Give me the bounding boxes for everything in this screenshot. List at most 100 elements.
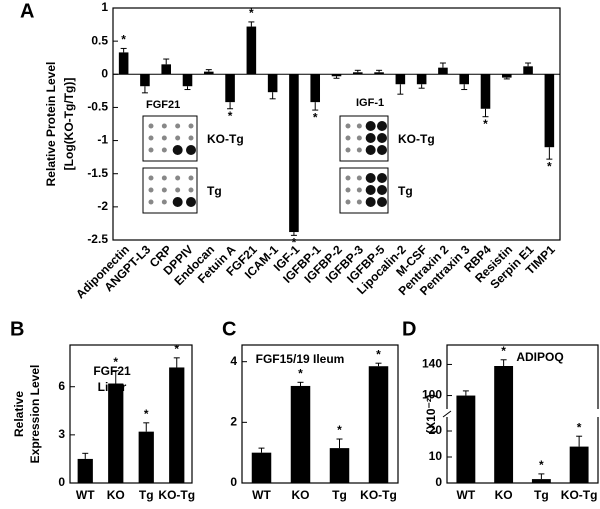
y-tick-label: 6	[58, 379, 65, 393]
axis-break-mark	[442, 410, 452, 418]
blot-spot	[161, 123, 167, 129]
inset-row-label: KO-Tg	[207, 132, 244, 146]
blot-spot	[148, 175, 154, 181]
bar	[374, 72, 384, 75]
bar	[290, 385, 311, 483]
bar	[329, 448, 350, 483]
blot-spot	[188, 123, 194, 129]
blot-spot	[377, 197, 387, 207]
y-tick-label: 2	[230, 415, 237, 429]
significance-mark: *	[483, 117, 488, 131]
blot-spot	[161, 175, 167, 181]
panel-title: FGF15/19 Ileum	[256, 352, 345, 366]
blot-spot	[175, 187, 181, 193]
inset-row-label: Tg	[398, 184, 413, 198]
significance-mark: *	[121, 33, 126, 47]
blot-spot	[365, 133, 376, 143]
bar	[225, 74, 235, 103]
blot-spot	[356, 199, 362, 205]
blot-spot	[356, 135, 362, 141]
y-axis-label: (X10⁻²)	[424, 394, 438, 434]
blot-spot	[161, 135, 167, 141]
blot-spot	[365, 197, 376, 207]
blot-spot	[377, 185, 387, 195]
inset-row-label: KO-Tg	[398, 132, 435, 146]
bar	[331, 74, 342, 77]
blot-spot	[188, 135, 194, 141]
y-tick-label: -2	[97, 199, 108, 213]
y-tick-label: -2.5	[87, 232, 108, 246]
significance-mark: *	[577, 420, 582, 434]
x-tick-label: Tg	[332, 488, 347, 502]
bar	[416, 74, 427, 85]
inset-label: FGF21	[146, 99, 180, 111]
y-tick-label: 0.5	[91, 33, 108, 47]
x-tick-label: Tg	[139, 488, 154, 502]
significance-mark: *	[144, 407, 149, 421]
blot-spot	[365, 121, 376, 131]
y-axis-label: Relative Protein Level	[44, 62, 58, 187]
bar	[118, 52, 129, 75]
y-tick-label: 1	[101, 0, 108, 14]
blot-spot	[175, 135, 181, 141]
bar	[569, 446, 589, 483]
y-tick-label: 140	[422, 357, 442, 371]
y-tick-label: 0	[435, 475, 442, 489]
bar	[140, 74, 150, 87]
blot-spot	[356, 147, 362, 153]
blot-spot	[188, 175, 194, 181]
blot-spot	[175, 175, 181, 181]
y-tick-label: 100	[422, 388, 442, 402]
blot-spot	[172, 197, 183, 207]
bar	[203, 71, 214, 75]
blot-spot	[175, 123, 181, 129]
significance-mark: *	[539, 458, 544, 472]
x-tick-label: KO	[495, 488, 513, 502]
significance-mark: *	[113, 355, 118, 369]
blot-spot	[365, 145, 376, 155]
blot-spot	[377, 133, 387, 143]
blot-spot	[148, 135, 154, 141]
significance-mark: *	[174, 342, 179, 356]
blot-spot	[148, 199, 154, 205]
bar	[459, 74, 470, 85]
bar	[267, 74, 278, 93]
blot-spot	[148, 123, 154, 129]
blot-spot	[377, 121, 387, 131]
bar	[531, 479, 551, 483]
y-tick-label: 4	[230, 354, 237, 368]
x-tick-label: WT	[457, 488, 476, 502]
panel-label: B	[10, 318, 24, 340]
bar	[77, 458, 93, 483]
blot-spot	[345, 135, 351, 141]
y-tick-label: 3	[58, 427, 65, 441]
y-axis-label: [Log(KO-Tg/Tg)]	[62, 78, 76, 171]
y-tick-label: 20	[429, 423, 443, 437]
panel-label: D	[402, 318, 416, 340]
significance-mark: *	[228, 109, 233, 123]
axis-break	[444, 409, 600, 417]
blot-spot	[186, 145, 196, 155]
blot-spot	[356, 175, 362, 181]
significance-mark: *	[313, 110, 318, 124]
blot-spot	[161, 199, 167, 205]
inset-label: IGF-1	[356, 97, 384, 109]
blot-spot	[356, 187, 362, 193]
x-tick-label: KO-Tg	[158, 488, 195, 502]
blot-spot	[148, 147, 154, 153]
panel-label: C	[222, 318, 236, 340]
significance-mark: *	[376, 347, 381, 361]
blot-spot	[161, 147, 167, 153]
bar	[494, 366, 514, 483]
x-tick-label: KO-Tg	[561, 488, 598, 502]
x-tick-label: KO	[107, 488, 125, 502]
bar	[251, 452, 272, 483]
bar	[138, 431, 154, 483]
blot-spot	[365, 185, 376, 195]
plot-frame	[112, 7, 561, 241]
bar	[161, 64, 172, 75]
bar	[456, 395, 476, 483]
y-tick-label: 0	[101, 66, 108, 80]
blot-spot	[148, 187, 154, 193]
